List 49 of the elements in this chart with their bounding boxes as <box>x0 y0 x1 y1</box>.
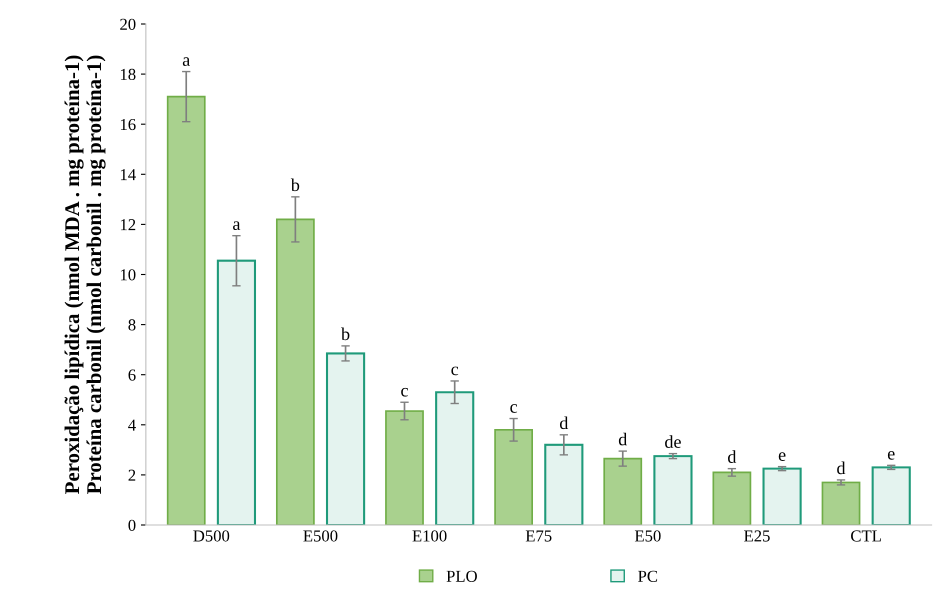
data-label: de <box>665 435 681 448</box>
x-tick-label: D500 <box>193 530 230 542</box>
data-label: a <box>233 221 240 230</box>
x-tick-label: CTL <box>851 530 881 542</box>
x-tick-label: E100 <box>412 530 447 542</box>
data-label: d <box>560 416 568 430</box>
data-label: d <box>618 432 628 446</box>
y-tick-label: 20 <box>120 18 136 30</box>
data-label: d <box>837 462 846 474</box>
bar <box>872 466 911 525</box>
y-tick-label: 6 <box>128 369 136 381</box>
legend-label: PLO <box>446 570 477 582</box>
bar <box>544 444 584 525</box>
x-tick-label: E50 <box>634 530 661 542</box>
x-tick-label: E500 <box>303 530 338 542</box>
bar <box>712 472 752 525</box>
data-label: b <box>341 328 350 340</box>
y-tick-label: 8 <box>128 319 136 331</box>
data-label: b <box>290 178 300 192</box>
y-tick-label: 10 <box>120 269 136 280</box>
y-tick-label: 12 <box>120 219 136 230</box>
data-label: c <box>401 388 408 397</box>
bar <box>435 391 474 525</box>
y-tick-label: 4 <box>128 420 136 431</box>
y-tick-label: 0 <box>128 520 136 531</box>
bar <box>603 458 642 525</box>
x-tick-label: E25 <box>744 530 770 542</box>
legend-label: PC <box>638 570 658 582</box>
bar <box>276 218 315 525</box>
y-tick-label: 2 <box>128 470 136 481</box>
data-label: d <box>728 450 736 463</box>
bar <box>326 352 366 525</box>
y-tick-label: 16 <box>120 118 136 130</box>
bar <box>385 410 424 525</box>
x-tick-label: E75 <box>526 530 552 542</box>
bar <box>762 468 802 525</box>
data-label: a <box>182 57 190 66</box>
data-label: e <box>888 451 895 460</box>
y-tick-label: 18 <box>120 68 136 80</box>
bar <box>166 96 206 525</box>
data-label: c <box>451 366 458 376</box>
bar <box>216 260 256 525</box>
bar <box>653 455 693 525</box>
bar <box>494 428 534 525</box>
data-label: e <box>778 452 786 461</box>
y-tick-label: 14 <box>120 169 136 180</box>
y-axis-title: Peroxidação lipídica (nmol MDA . mg proteína-1) Proteína carbonil (nmol carbonil . mg proteína-1) <box>64 56 106 494</box>
data-label: c <box>510 404 518 413</box>
bar <box>822 482 860 525</box>
